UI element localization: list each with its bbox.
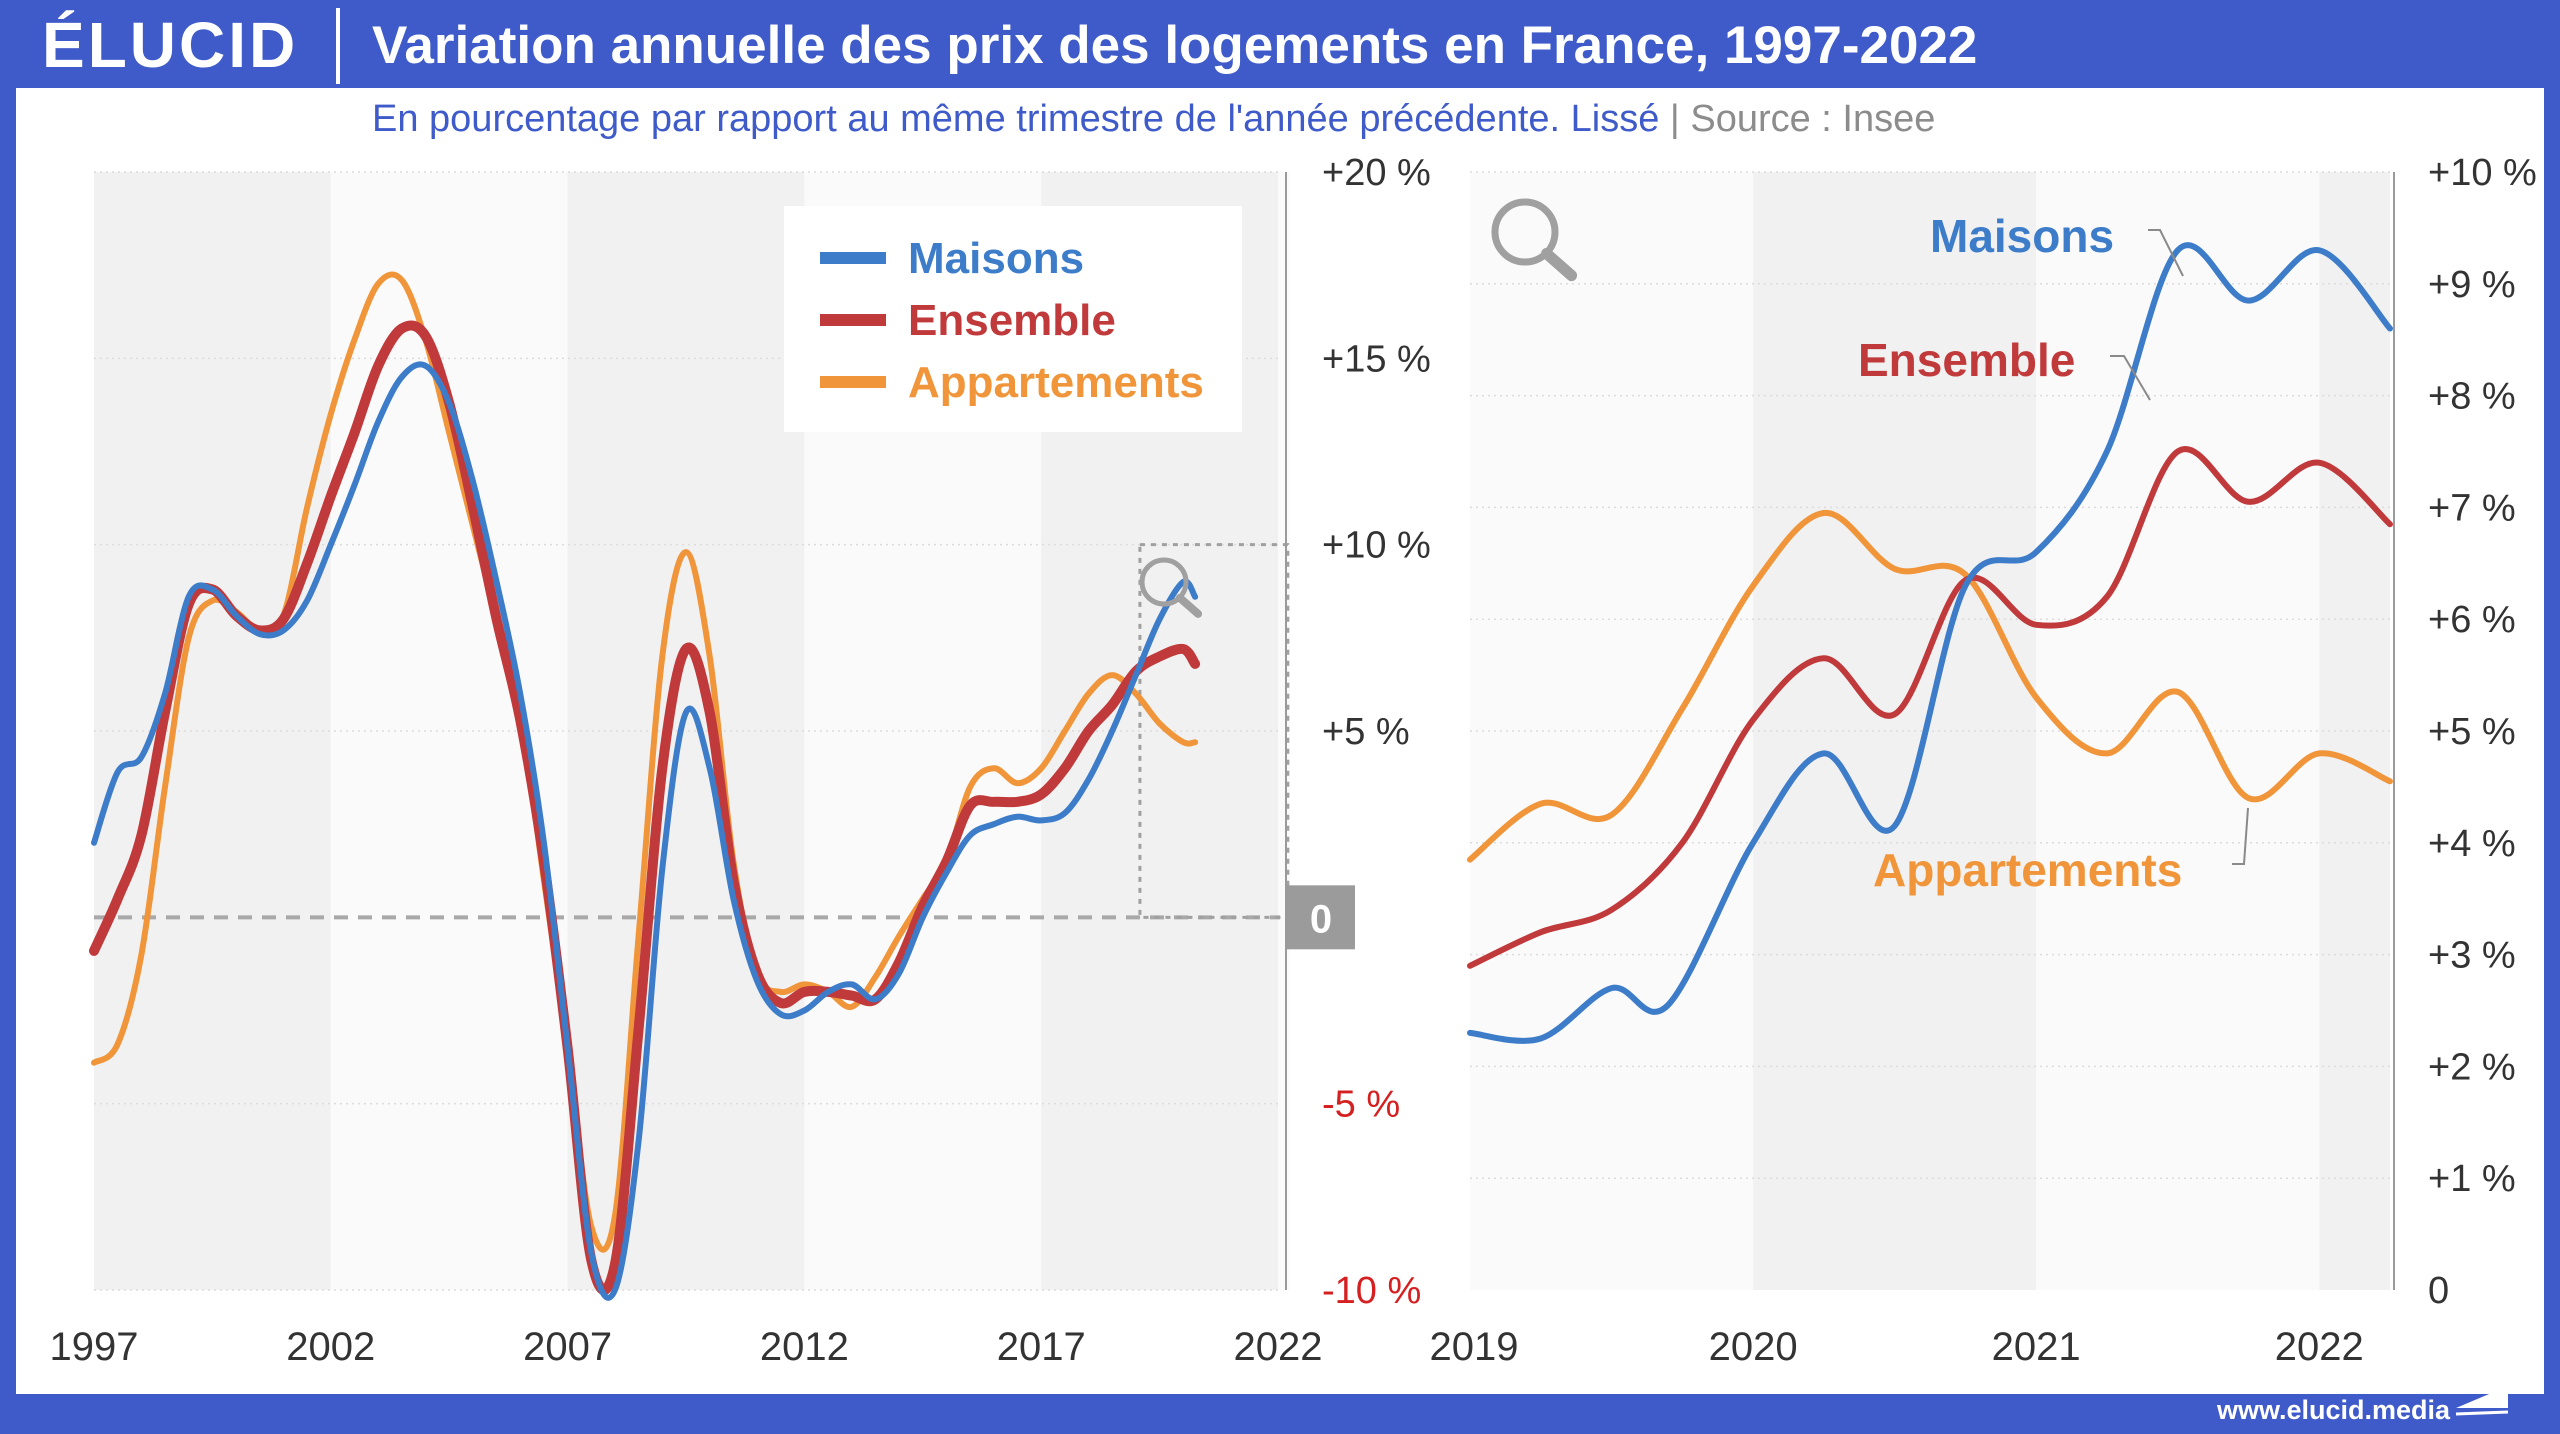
main-chart-series xyxy=(89,271,1201,1301)
magnifier-handle xyxy=(1540,248,1578,282)
zoom-chart-axes: +10 % +9 % +8 % +7 % +6 % +5 % +4 % +3 % +2 % +1 … xyxy=(1430,152,2537,1369)
zoom-y-tick-label: +6 % xyxy=(2428,599,2516,641)
zoom-chart-series xyxy=(1467,242,2393,1044)
zoom-y-tick-label: +4 % xyxy=(2428,823,2516,865)
zero-badge-label: 0 xyxy=(1310,897,1332,941)
x-tick-label: 2022 xyxy=(1234,1325,1323,1369)
zoom-series-line-ensemble xyxy=(1467,446,2393,969)
zoom-y-tick-label: +1 % xyxy=(2428,1158,2516,1200)
annotation-ensemble: Ensemble xyxy=(1858,334,2075,386)
annotation-leader-ensemble xyxy=(2110,355,2151,401)
zoom-y-tick-label: +3 % xyxy=(2428,935,2516,977)
x-tick-label: 2012 xyxy=(760,1325,849,1369)
zoom-rectangle xyxy=(1138,543,1290,919)
zoom-x-tick-label: 2020 xyxy=(1709,1325,1798,1369)
x-tick-label: 2002 xyxy=(286,1325,375,1369)
annotation-maisons: Maisons xyxy=(1930,210,2114,262)
x-tick-label: 2017 xyxy=(997,1325,1086,1369)
x-tick-label: 1997 xyxy=(50,1325,139,1369)
magnifier-lens xyxy=(1491,198,1559,266)
x-tick-label: 2007 xyxy=(523,1325,612,1369)
y-tick-label: +15 % xyxy=(1322,338,1431,380)
legend-label-ensemble: Ensemble xyxy=(908,296,1116,345)
zoom-x-tick-label: 2019 xyxy=(1430,1325,1519,1369)
time-band xyxy=(94,172,331,1290)
zoom-y-tick-label: +7 % xyxy=(2428,487,2516,529)
time-band xyxy=(2319,172,2390,1290)
time-band xyxy=(2036,172,2320,1290)
y-tick-label: +10 % xyxy=(1322,525,1431,567)
legend-label-appartements: Appartements xyxy=(908,358,1204,407)
elucid-logo: ÉLUCID xyxy=(42,9,299,81)
zoom-region-box xyxy=(1138,543,1290,919)
zoom-x-tick-label: 2021 xyxy=(1992,1325,2081,1369)
series-line-ensemble xyxy=(89,320,1201,1295)
zoom-annotations: Maisons Ensemble Appartements xyxy=(1858,210,2249,896)
y-tick-label: +5 % xyxy=(1322,711,1410,753)
zoom-y-tick-label: +9 % xyxy=(2428,264,2516,306)
footer-url[interactable]: www.elucid.media xyxy=(2216,1395,2450,1425)
zoom-y-tick-label: 0 xyxy=(2428,1270,2449,1312)
zoom-y-tick-label: +5 % xyxy=(2428,711,2516,753)
zero-badge xyxy=(1287,885,1355,950)
source-text: Source : Insee xyxy=(1690,98,1936,140)
zoom-x-tick-label: 2022 xyxy=(2275,1325,2364,1369)
time-band xyxy=(567,172,805,1290)
series-line-maisons xyxy=(91,361,1199,1301)
zoom-series-line-maisons xyxy=(1467,242,2393,1044)
zoom-magnifier-icon xyxy=(1139,557,1203,618)
magnifier-icon xyxy=(1491,198,1578,282)
y-tick-label: -10 % xyxy=(1322,1270,1421,1312)
annotation-leader-appartements xyxy=(2232,807,2249,865)
subtitle-separator: | xyxy=(1669,98,1680,140)
y-tick-label: -5 % xyxy=(1322,1084,1400,1126)
zoom-series-line-appartements xyxy=(1467,509,2393,863)
elucid-mark-icon xyxy=(2455,1386,2509,1416)
chart-subtitle: En pourcentage par rapport au même trime… xyxy=(372,96,1935,142)
magnifier-handle xyxy=(1175,593,1203,618)
annotation-appartements: Appartements xyxy=(1873,844,2182,896)
time-band xyxy=(1278,172,1290,1290)
legend-label-maisons: Maisons xyxy=(908,234,1084,283)
main-chart-gridlines xyxy=(94,171,1280,1291)
chart-title: Variation annuelle des prix des logement… xyxy=(372,16,1978,75)
y-tick-label: +20 % xyxy=(1322,152,1431,194)
zoom-y-tick-label: +2 % xyxy=(2428,1046,2516,1088)
annotation-leader-maisons xyxy=(2148,229,2184,277)
subtitle-text: En pourcentage par rapport au même trime… xyxy=(372,98,1660,140)
legend: Maisons Ensemble Appartements xyxy=(784,206,1242,432)
zoom-y-tick-label: +8 % xyxy=(2428,376,2516,418)
title-separator xyxy=(336,8,340,84)
zoom-y-tick-label: +10 % xyxy=(2428,152,2537,194)
main-chart-axes: +20 % +15 % +10 % +5 % -5 % -10 % 0 1997 2002 200… xyxy=(50,152,1431,1369)
magnifier-lens xyxy=(1139,557,1189,607)
